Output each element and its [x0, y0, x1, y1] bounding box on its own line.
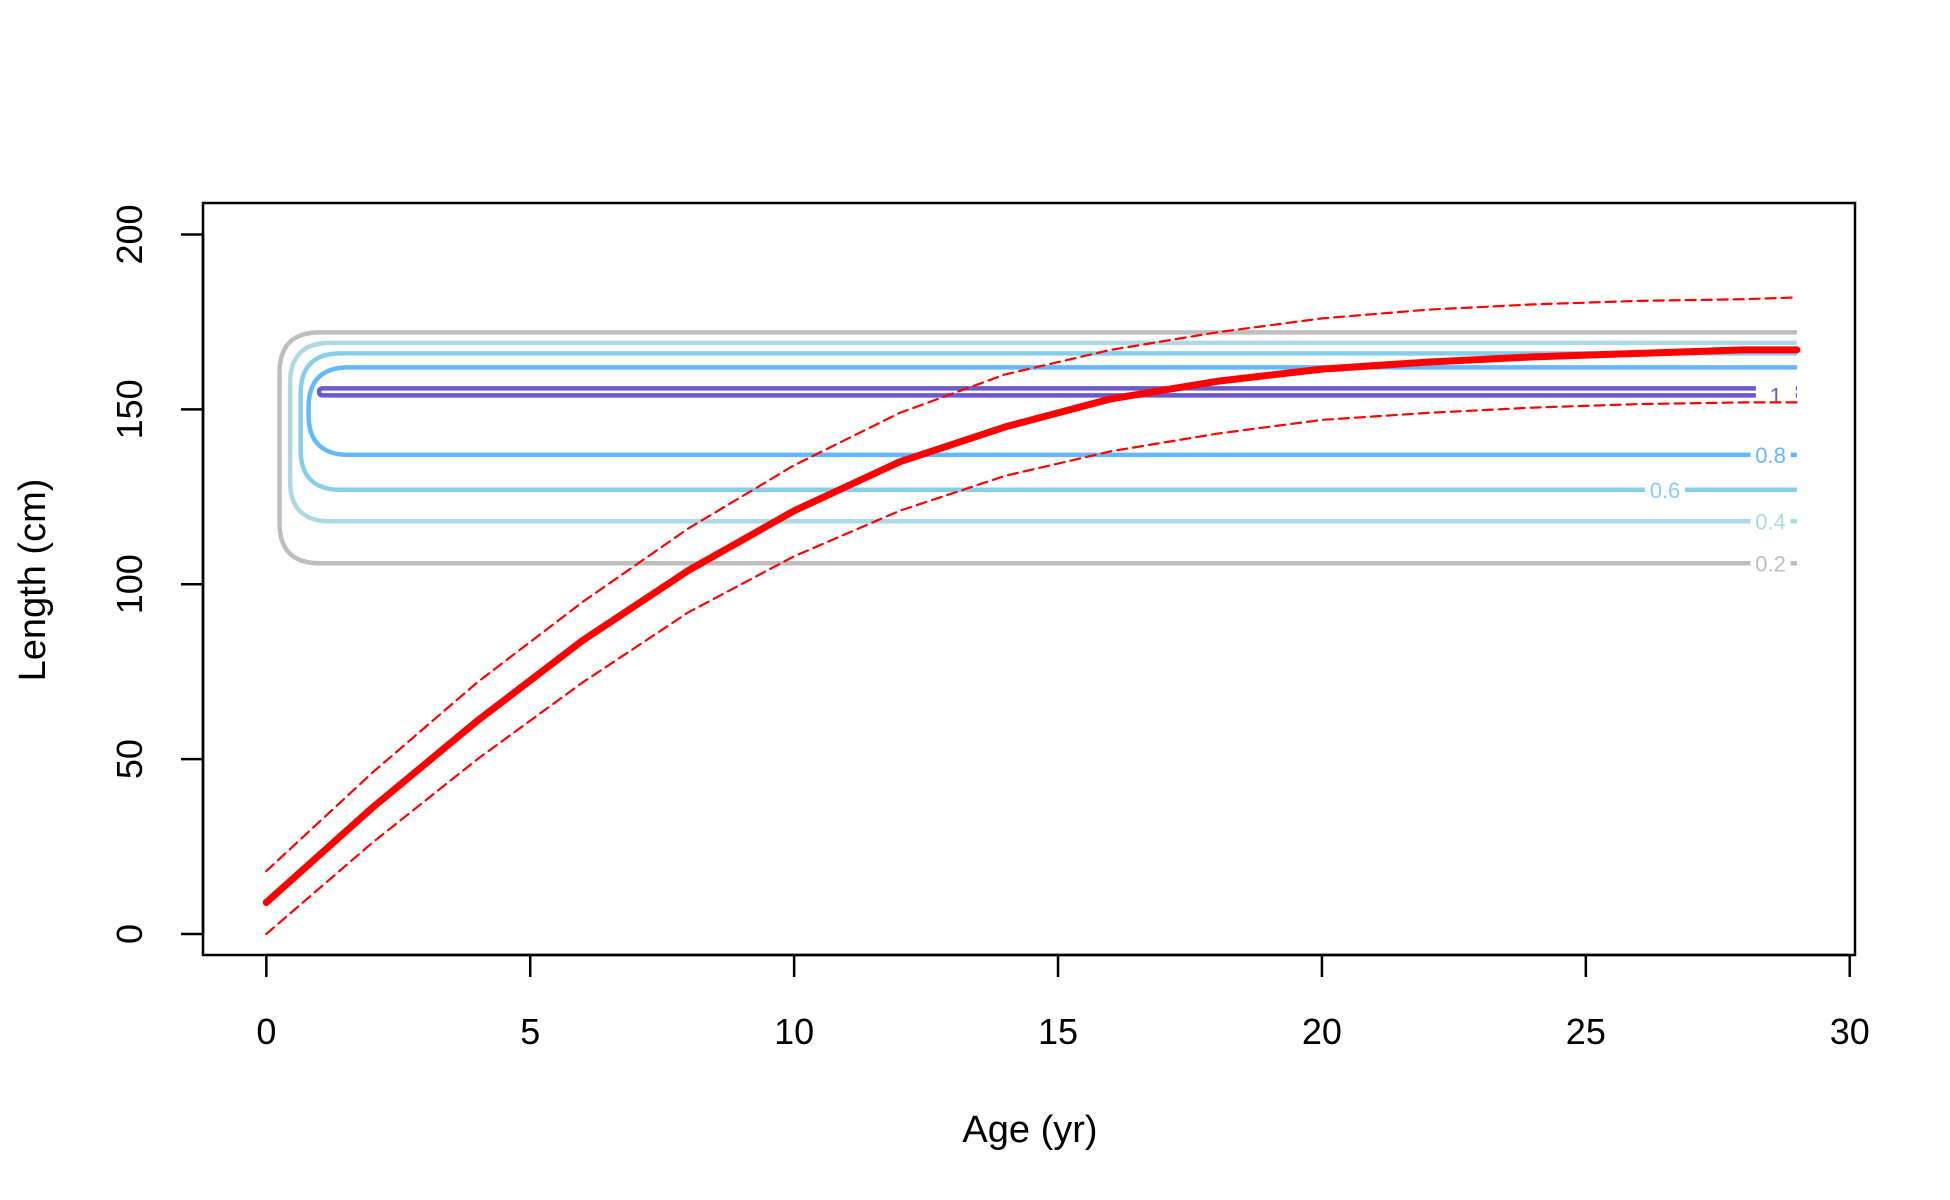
- contour-label: 1: [1770, 383, 1782, 408]
- contour-label-bg: [1750, 442, 1791, 467]
- x-tick-label: 10: [774, 1011, 814, 1052]
- y-axis-title: Length (cm): [12, 479, 54, 682]
- plot-frame: [201, 201, 1857, 957]
- contour-label: 0.6: [1650, 478, 1681, 503]
- contour-0-8: [306, 365, 1797, 458]
- x-tick-label: 0: [256, 1011, 276, 1052]
- series-layer: [262, 296, 1801, 936]
- y-tick-label: 100: [109, 554, 150, 614]
- contour-layer: 0.2 0.4 0.6 0.8 1: [277, 330, 1797, 576]
- y-tick-label: 0: [109, 924, 150, 944]
- x-tick-label: 20: [1302, 1011, 1342, 1052]
- x-axis: 0 5 10 15 20 25 30: [256, 953, 1870, 1052]
- contour-label: 0.4: [1755, 509, 1786, 534]
- series-lower-line: [265, 401, 1799, 936]
- contour-0-4: [287, 340, 1797, 524]
- x-axis-title: Age (yr): [962, 1109, 1097, 1151]
- y-tick-label: 50: [109, 739, 150, 779]
- contour-0-6: [298, 351, 1797, 493]
- contour-label-bg: [1644, 477, 1685, 502]
- contour-label: 0.2: [1755, 551, 1786, 576]
- y-tick-label: 200: [109, 204, 150, 264]
- x-tick-label: 15: [1038, 1011, 1078, 1052]
- contour-0-2: [277, 330, 1797, 566]
- x-tick-label: 5: [520, 1011, 540, 1052]
- x-tick-label: 25: [1566, 1011, 1606, 1052]
- contour-label-bg: [1750, 551, 1791, 576]
- y-axis: 0 50 100 150 200: [109, 204, 205, 944]
- y-tick-label: 150: [109, 379, 150, 439]
- contour-1: [316, 386, 1797, 398]
- series-mean-line: [262, 346, 1801, 906]
- series-upper-line: [265, 296, 1799, 873]
- x-tick-label: 30: [1830, 1011, 1870, 1052]
- contour-label-bg: [1750, 509, 1791, 534]
- contour-label: 0.8: [1755, 443, 1786, 468]
